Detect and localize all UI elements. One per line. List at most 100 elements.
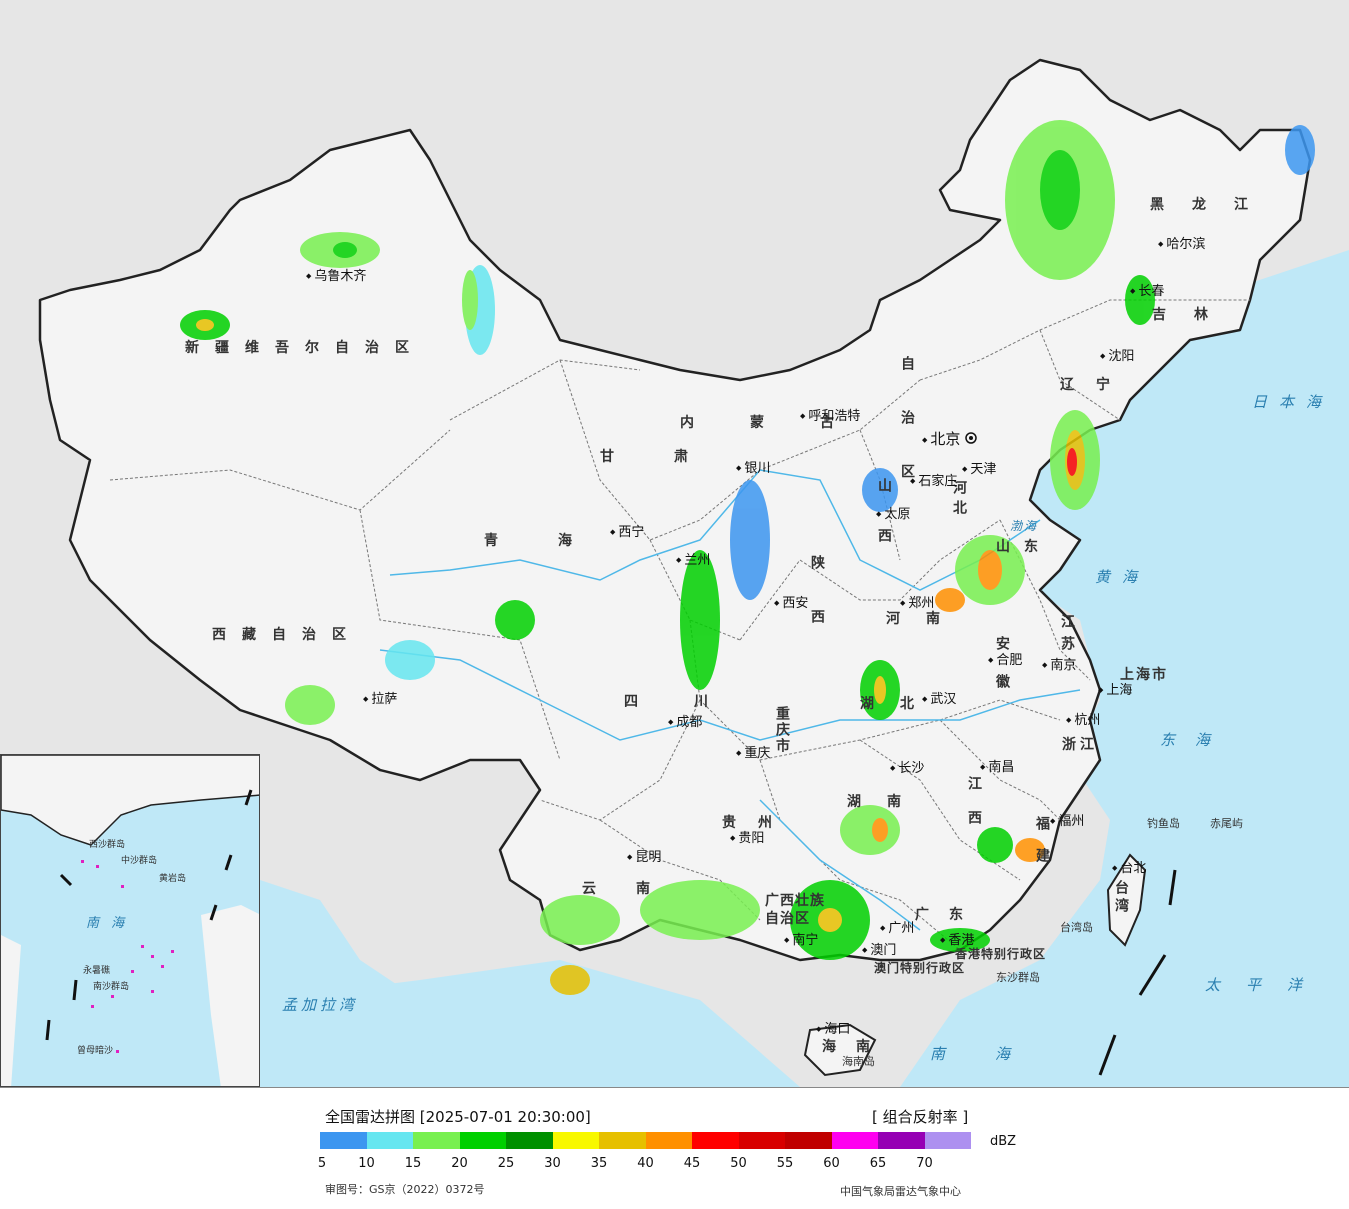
legend-tick: 30 (544, 1156, 561, 1171)
sea-label-east: 东海 (1160, 731, 1231, 749)
city-label-taipei: 台北 (1112, 862, 1146, 875)
inset-label-xisha: 西沙群岛 (89, 840, 126, 850)
province-label-hubei: 湖北 (860, 696, 940, 712)
island-label-dongsha: 东沙群岛 (996, 971, 1040, 984)
legend-ticks: 5 10 15 20 25 30 35 40 45 50 55 60 65 70 (317, 1156, 1020, 1172)
legend-tick: 25 (497, 1156, 515, 1171)
city-label-urumqi: 乌鲁木齐 (306, 270, 366, 283)
legend-swatch-10 (785, 1132, 832, 1149)
legend-swatch-5 (552, 1132, 599, 1149)
inset-mainland (1, 755, 259, 846)
province-label-guangdong: 广东 (915, 907, 983, 923)
inset-philippines (201, 905, 259, 1086)
province-label-zizhi: 自治区 (899, 356, 915, 518)
city-label-shanghai: 上海 (1098, 684, 1132, 697)
province-label-fujian: 福建 (1034, 816, 1050, 880)
province-label-chongqing: 重庆市 (774, 706, 790, 754)
inset-label-zengmu: 曾母暗沙 (77, 1046, 114, 1056)
legend-tick: 65 (869, 1156, 887, 1171)
city-label-nanning: 南宁 (784, 934, 818, 947)
province-label-sichuan: 四川 (624, 694, 764, 710)
legend-tick: 70 (916, 1156, 933, 1171)
province-label-jiangxi: 江西 (966, 776, 982, 844)
city-label-haikou: 海口 (816, 1023, 850, 1036)
bengal-sea (260, 880, 440, 1087)
province-label-yunnan: 云南 (582, 881, 690, 897)
city-label-guangzhou: 广州 (880, 922, 914, 935)
inset-label-zhongsha: 中沙群岛 (121, 856, 158, 866)
island-label-diaoyu: 钓鱼岛 (1147, 817, 1180, 830)
legend-tick: 35 (590, 1156, 608, 1171)
legend-tick: 50 (730, 1156, 747, 1171)
province-label-hongkong: 香港特别行政区 (955, 947, 1047, 961)
radar-map: 新疆维吾尔自治区 西藏自治区 青海 甘肃 内蒙古 自治区 黑龙江 吉林 辽宁 河… (0, 0, 1349, 1087)
province-label-taiwan: 台湾 (1113, 880, 1129, 916)
city-label-lanzhou: 兰州 (676, 554, 710, 567)
city-label-taiyuan: 太原 (876, 508, 910, 521)
province-label-shaanxi: 陕西 (809, 555, 825, 663)
province-label-jiangsu: 江苏 (1059, 614, 1075, 658)
city-label-guiyang: 贵阳 (730, 832, 764, 845)
city-label-beijing: 北京 (922, 432, 960, 447)
inset-canvas (1, 755, 259, 1086)
city-label-zhengzhou: 郑州 (900, 597, 934, 610)
province-borders (109, 299, 1250, 951)
city-label-hohhot: 呼和浩特 (800, 410, 860, 423)
agency-credit: 中国气象局雷达气象中心 (840, 1185, 961, 1198)
city-label-yinchuan: 银川 (736, 462, 770, 475)
legend-unit: dBZ (990, 1134, 1017, 1149)
province-label-anhui: 安徽 (994, 636, 1010, 712)
capital-marker (965, 432, 977, 444)
city-label-nanjing: 南京 (1042, 659, 1076, 672)
legend-tick: 20 (451, 1156, 468, 1171)
province-label-shandong: 山东 (996, 539, 1052, 555)
legend-swatch-0 (320, 1132, 367, 1149)
province-label-guizhou: 贵州 (722, 815, 794, 831)
sea-label-pacific: 太平洋 (1205, 976, 1329, 994)
province-label-shanghai: 上海市 (1120, 667, 1168, 683)
legend-tick: 10 (358, 1156, 375, 1171)
legend-product: [ 组合反射率 ] (872, 1108, 969, 1126)
sea-label-yellow: 黄海 (1095, 568, 1150, 586)
south-china-sea-inset: 南 海 西沙群岛 中沙群岛 南沙群岛 黄岩岛 永暑礁 曾母暗沙 (0, 754, 260, 1087)
city-label-shijiazhuang: 石家庄 (910, 475, 957, 488)
legend-tick: 5 (317, 1156, 327, 1171)
legend-swatch-1 (366, 1132, 413, 1149)
city-label-tianjin: 天津 (962, 463, 996, 476)
legend-swatch-9 (738, 1132, 785, 1149)
province-label-shanxi: 山西 (876, 478, 892, 578)
inset-label-yongshu: 永暑礁 (83, 966, 111, 976)
inset-label-south-sea: 南 海 (86, 916, 129, 931)
city-label-hongkong: 香港 (940, 934, 974, 947)
capital-marker-dot (969, 436, 973, 440)
sea-label-bengal: 孟加拉湾 (282, 996, 359, 1014)
island-label-chiwei: 赤尾屿 (1210, 817, 1243, 830)
city-label-harbin: 哈尔滨 (1158, 238, 1205, 251)
province-label-hebei: 河北 (951, 480, 967, 520)
rivers (379, 469, 1081, 931)
legend-title: 全国雷达拼图 [2025-07-01 20:30:00] (325, 1108, 591, 1126)
city-label-fuzhou: 福州 (1050, 815, 1084, 828)
china-landmass (38, 58, 1312, 962)
city-label-changsha: 长沙 (890, 762, 924, 775)
province-label-liaoning: 辽宁 (1060, 377, 1132, 393)
city-label-chongqing: 重庆 (736, 747, 770, 760)
city-label-xian: 西安 (774, 597, 808, 610)
province-label-zhejiang: 浙江 (1062, 737, 1098, 753)
inset-indochina (1, 935, 21, 1086)
inset-label-huangyan: 黄岩岛 (159, 874, 187, 884)
legend-swatch-7 (645, 1132, 692, 1149)
legend-swatch-3 (459, 1132, 506, 1149)
legend-panel: 全国雷达拼图 [2025-07-01 20:30:00] [ 组合反射率 ] d… (0, 1087, 1349, 1209)
province-label-xizang: 西藏自治区 (212, 627, 362, 643)
inset-boundary (45, 789, 253, 1041)
legend-tick: 15 (404, 1156, 422, 1171)
legend-swatch-11 (831, 1132, 878, 1149)
city-label-shenyang: 沈阳 (1100, 350, 1134, 363)
city-label-hefei: 合肥 (988, 654, 1022, 667)
legend-swatch-8 (692, 1132, 739, 1149)
sea-label-japan: 日本海 (1252, 393, 1334, 411)
province-label-qinghai: 青海 (484, 533, 632, 549)
province-label-xinjiang: 新疆维吾尔自治区 (185, 340, 425, 356)
sea-label-bohai: 渤海 (1010, 519, 1039, 533)
